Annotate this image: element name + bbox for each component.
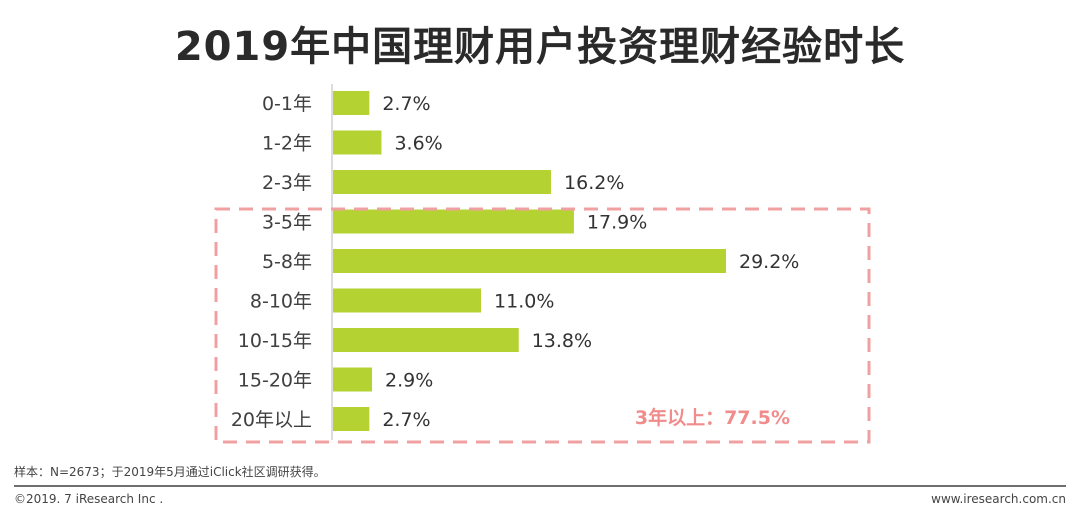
value-label: 2.7% [382,93,430,115]
category-label: 10-15年 [238,330,312,352]
bar [333,407,370,431]
bar [333,130,382,155]
category-label: 1-2年 [262,133,312,155]
copyright-text: ©2019. 7 iResearch Inc . [14,492,164,506]
bar [333,91,370,115]
bar-chart: 0-1年 2.7% 1-2年 3.6% 2-3年 16.2% 3-5年 17.9% 5-8年 29… [214,84,871,444]
value-label: 2.9% [385,370,433,392]
bar [333,170,552,194]
bar [333,209,574,234]
value-label: 17.9% [587,212,647,234]
value-label: 11.0% [494,291,554,313]
category-label: 0-1年 [262,93,312,115]
category-label: 2-3年 [262,172,312,194]
bar [333,328,519,352]
value-label: 16.2% [564,172,624,194]
category-label: 15-20年 [238,370,312,392]
bar [333,249,726,273]
highlight-box [214,207,871,444]
bars-group: 0-1年 2.7% 1-2年 3.6% 2-3年 16.2% 3-5年 17.9% 5-8年 29… [231,91,799,431]
website-link: www.iresearch.com.cn [931,492,1066,506]
sample-note: 样本：N=2673；于2019年5月通过iClick社区调研获得。 [14,465,326,479]
annotation-label: 3年以上：77.5% [635,406,790,429]
value-label: 13.8% [532,330,592,352]
chart-title: 2019年中国理财用户投资理财经验时长 [174,24,906,70]
value-label: 29.2% [739,251,799,273]
value-label: 3.6% [394,133,442,155]
bar [333,367,373,392]
category-label: 20年以上 [231,409,312,431]
category-label: 5-8年 [262,251,312,273]
category-label: 3-5年 [262,212,312,234]
bar [333,288,482,313]
value-label: 2.7% [382,409,430,431]
category-label: 8-10年 [250,291,312,313]
footer-divider [14,485,1066,487]
